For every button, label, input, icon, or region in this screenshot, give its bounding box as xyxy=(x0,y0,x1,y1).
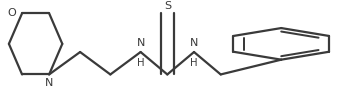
Text: N: N xyxy=(136,38,145,48)
Text: H: H xyxy=(137,58,145,68)
Text: S: S xyxy=(164,1,171,11)
Text: O: O xyxy=(7,8,16,18)
Text: N: N xyxy=(190,38,198,48)
Text: H: H xyxy=(190,58,198,68)
Text: N: N xyxy=(45,78,53,88)
